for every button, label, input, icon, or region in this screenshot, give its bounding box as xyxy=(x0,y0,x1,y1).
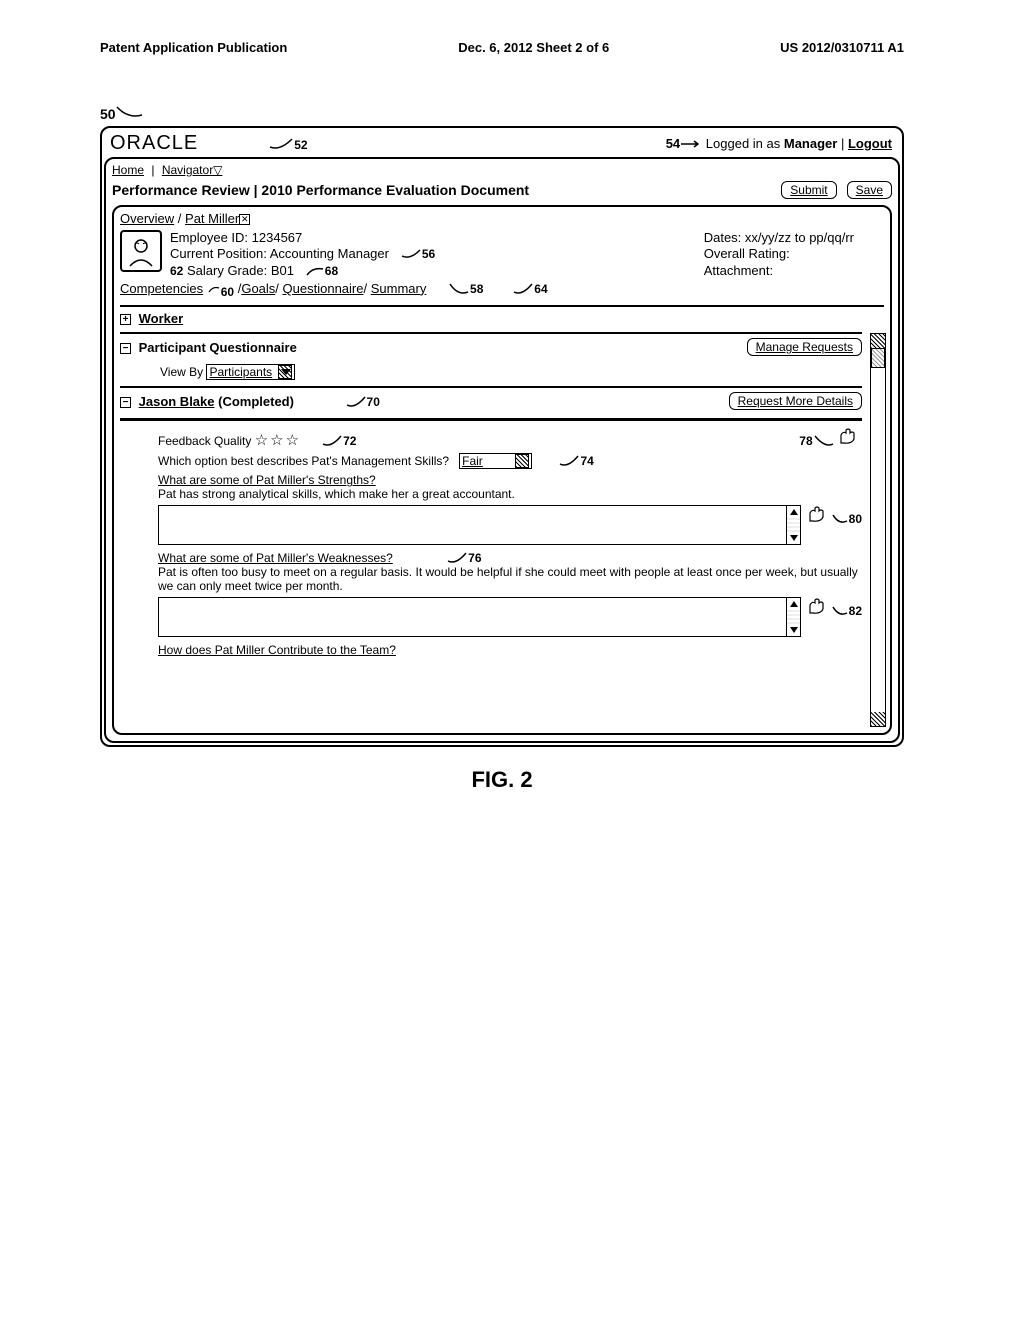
save-button[interactable]: Save xyxy=(847,181,892,199)
employee-info: Employee ID: 1234567 Current Position: A… xyxy=(170,230,435,279)
tab-close-icon[interactable]: ✕ xyxy=(239,214,250,225)
login-status: 54 Logged in as Manager | Logout xyxy=(666,136,892,151)
submit-button[interactable]: Submit xyxy=(781,181,836,199)
nav-navigator[interactable]: Navigator▽ xyxy=(162,163,223,177)
tab-person[interactable]: Pat Miller xyxy=(185,211,239,226)
tab-overview[interactable]: Overview xyxy=(120,211,174,226)
scrollbar[interactable] xyxy=(786,506,800,544)
ref-80: 80 xyxy=(831,512,862,526)
publication-header: Patent Application Publication Dec. 6, 2… xyxy=(100,40,904,55)
ref-56: 56 xyxy=(400,247,435,261)
scroll-thumb[interactable] xyxy=(871,348,885,368)
figure-label: FIG. 2 xyxy=(100,767,904,793)
collapse-icon[interactable]: − xyxy=(120,343,131,354)
top-nav: Home | Navigator▽ xyxy=(112,163,892,177)
app-window: ORACLE 52 54 Logged in as Manager | Logo… xyxy=(100,126,904,747)
ref-50: 50 xyxy=(100,105,904,122)
q2-answer: Pat has strong analytical skills, which … xyxy=(158,487,862,501)
tab-questionnaire[interactable]: Questionnaire xyxy=(283,281,364,296)
ref-64: 64 xyxy=(512,282,547,296)
hand-icon xyxy=(807,597,827,615)
ref-60: 60 xyxy=(207,285,234,299)
participant-q-row[interactable]: − Participant Questionnaire xyxy=(120,340,297,355)
ref-70: 70 xyxy=(345,395,380,409)
ref-58: 58 xyxy=(448,282,483,296)
q1-value[interactable]: Fair xyxy=(462,454,483,468)
q2-textarea[interactable] xyxy=(158,505,801,545)
q2-label[interactable]: What are some of Pat Miller's Strengths? xyxy=(158,473,376,487)
page-title: Performance Review | 2010 Performance Ev… xyxy=(112,182,529,198)
hand-icon xyxy=(838,427,858,445)
view-by-select[interactable]: Participants xyxy=(206,364,295,380)
view-by-label: View By xyxy=(160,365,206,379)
ref-72: 72 xyxy=(321,434,356,448)
q3-label[interactable]: What are some of Pat Miller's Weaknesses… xyxy=(158,551,393,565)
worker-row[interactable]: + Worker xyxy=(120,311,862,326)
tab-competencies[interactable]: Competencies xyxy=(120,281,203,296)
scroll-down-icon[interactable] xyxy=(871,712,885,726)
ref-52: 52 xyxy=(268,137,307,152)
q4-label[interactable]: How does Pat Miller Contribute to the Te… xyxy=(158,643,396,657)
section-tabs: Competencies 60 /Goals/ Questionnaire/ S… xyxy=(120,281,884,300)
chevron-down-icon[interactable] xyxy=(515,454,529,468)
q1-label: Which option best describes Pat's Manage… xyxy=(158,454,449,468)
hand-icon xyxy=(807,505,827,523)
pub-right: US 2012/0310711 A1 xyxy=(780,40,904,55)
scroll-up-icon[interactable] xyxy=(871,334,885,348)
ref-54: 54 xyxy=(666,136,680,151)
chevron-down-icon[interactable] xyxy=(278,365,292,379)
nav-home[interactable]: Home xyxy=(112,163,144,177)
pub-left: Patent Application Publication xyxy=(100,40,287,55)
ref-82: 82 xyxy=(831,604,862,618)
q3-answer: Pat is often too busy to meet on a regul… xyxy=(158,565,862,593)
q3-textarea[interactable] xyxy=(158,597,801,637)
tab-summary[interactable]: Summary xyxy=(371,281,427,296)
ref-78: 78 xyxy=(799,427,862,448)
ref-68: 68 xyxy=(305,264,338,278)
review-meta: Dates: xx/yy/zz to pp/qq/rr Overall Rati… xyxy=(704,230,884,279)
review-panel: Overview / Pat Miller✕ Employee ID: 1234… xyxy=(112,205,892,735)
ref-76: 76 xyxy=(446,551,481,565)
q1-select[interactable]: Fair xyxy=(459,453,532,469)
brand-logo: ORACLE xyxy=(110,132,198,155)
view-by-value[interactable]: Participants xyxy=(209,365,272,379)
feedback-quality: Feedback Quality ☆☆☆ 72 xyxy=(158,431,356,449)
worker-link[interactable]: Worker xyxy=(139,311,184,326)
avatar xyxy=(120,230,162,272)
request-more-button[interactable]: Request More Details xyxy=(729,392,862,410)
pub-mid: Dec. 6, 2012 Sheet 2 of 6 xyxy=(458,40,609,55)
ref-74: 74 xyxy=(558,454,593,468)
ref-62: 62 xyxy=(170,264,183,278)
scrollbar[interactable] xyxy=(786,598,800,636)
person-icon xyxy=(124,234,158,268)
panel-scrollbar[interactable] xyxy=(870,333,886,727)
expand-icon[interactable]: + xyxy=(120,314,131,325)
collapse-icon[interactable]: − xyxy=(120,397,131,408)
participant-row[interactable]: − Jason Blake (Completed) 70 xyxy=(120,394,380,409)
star-rating[interactable]: ☆☆☆ xyxy=(255,432,301,449)
logout-link[interactable]: Logout xyxy=(848,136,892,151)
participant-name[interactable]: Jason Blake xyxy=(139,394,215,409)
content-panel: Home | Navigator▽ Performance Review | 2… xyxy=(104,157,900,743)
manage-requests-button[interactable]: Manage Requests xyxy=(747,338,862,356)
tab-goals[interactable]: Goals xyxy=(241,281,275,296)
